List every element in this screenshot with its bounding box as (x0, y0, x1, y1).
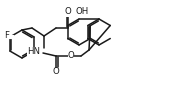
Text: O: O (68, 51, 74, 60)
Text: OH: OH (76, 8, 89, 16)
Text: HN: HN (27, 46, 40, 55)
Text: O: O (65, 8, 71, 16)
Text: F: F (4, 31, 9, 40)
Text: O: O (53, 68, 59, 77)
